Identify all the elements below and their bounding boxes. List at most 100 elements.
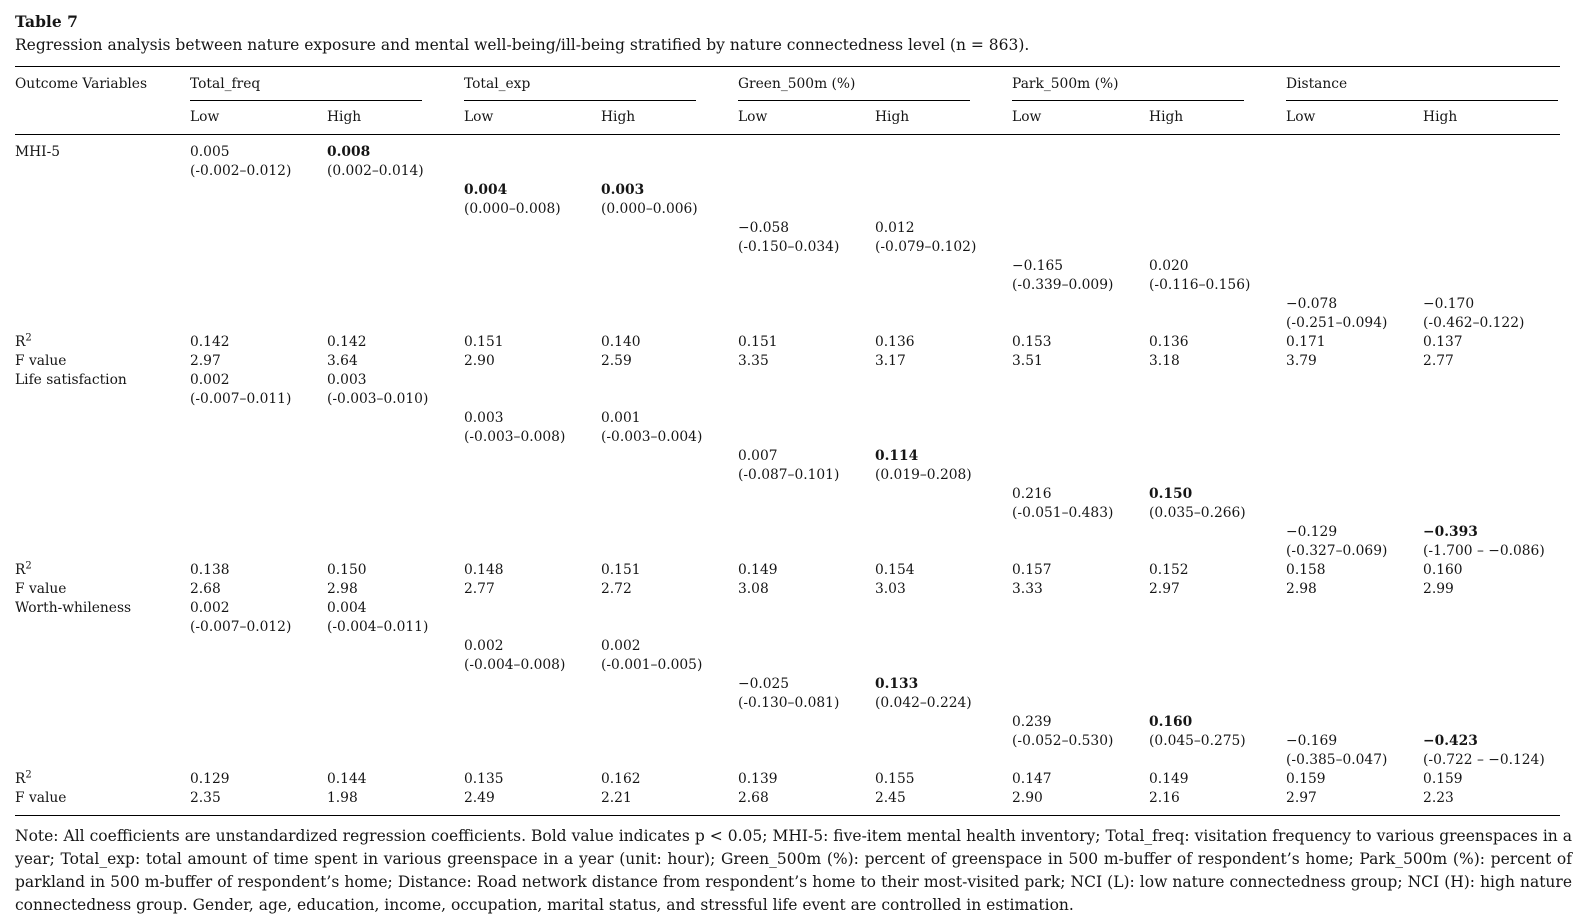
cell: [1012, 542, 1149, 561]
cell: [875, 485, 1012, 504]
row-label: [15, 200, 190, 219]
cell: [875, 390, 1012, 409]
row-label: F value: [15, 353, 67, 369]
row-label: [15, 390, 190, 409]
cell: [464, 238, 601, 257]
cell: (-0.327–0.069): [1286, 543, 1388, 559]
cell: [875, 295, 1012, 314]
cell: [1012, 675, 1149, 694]
cell: [327, 295, 464, 314]
cell: 0.002: [190, 600, 230, 616]
cell: [1012, 162, 1149, 181]
cell: [190, 694, 327, 713]
cell: (-0.007–0.011): [190, 391, 292, 407]
cell: [601, 466, 738, 485]
cell: 0.139: [738, 771, 778, 787]
group-label: Park_500m (%): [1012, 76, 1119, 92]
cell: [1012, 618, 1149, 637]
table-row: F value 2.97 3.64 2.90 2.59 3.35 3.17 3.51 3.18 3…: [15, 352, 1560, 371]
row-label: F value: [15, 581, 67, 597]
cell: [738, 732, 875, 751]
cell: [1286, 599, 1423, 618]
cell: [601, 751, 738, 770]
cell: [601, 618, 738, 637]
cell: [464, 694, 601, 713]
cell: [1012, 447, 1149, 466]
cell: 0.136: [1149, 334, 1189, 350]
cell: [738, 181, 875, 200]
row-label: [15, 656, 190, 675]
cell: [601, 219, 738, 238]
cell: [327, 409, 464, 428]
cell: [1423, 504, 1560, 523]
cell: 0.151: [464, 334, 504, 350]
cell: [601, 732, 738, 751]
cell: [1286, 390, 1423, 409]
cell: [190, 257, 327, 276]
cell: 3.08: [738, 581, 769, 597]
cell: 0.150: [327, 562, 367, 578]
cell: (-0.002–0.012): [190, 163, 292, 179]
cell: [601, 238, 738, 257]
cell: [327, 504, 464, 523]
cell: [464, 504, 601, 523]
cell: [1286, 257, 1423, 276]
cell: 0.114: [875, 448, 919, 464]
cell: [1149, 542, 1286, 561]
cell: 0.129: [190, 771, 230, 787]
cell: (-0.462–0.122): [1423, 315, 1525, 331]
cell: [601, 523, 738, 542]
cell: [1423, 618, 1560, 637]
cell: −0.169: [1286, 733, 1338, 749]
cell: [601, 485, 738, 504]
table-row: (-0.251–0.094) (-0.462–0.122): [15, 314, 1560, 333]
cell: [1286, 371, 1423, 390]
cell: 0.154: [875, 562, 915, 578]
cell: 0.012: [875, 220, 915, 236]
cell: −0.165: [1012, 258, 1064, 274]
cell: [464, 257, 601, 276]
cell: [1149, 466, 1286, 485]
cell: [738, 314, 875, 333]
cell: [1149, 409, 1286, 428]
cell: (-0.004–0.008): [464, 657, 566, 673]
cell: [738, 390, 875, 409]
cell: [1012, 637, 1149, 656]
table-row: 0.002 0.002: [15, 637, 1560, 656]
cell: [875, 135, 1012, 163]
cell: [1149, 295, 1286, 314]
table-row: R2 0.142 0.142 0.151 0.140 0.151 0.136 0.153 0.1…: [15, 333, 1560, 352]
cell: (-0.003–0.010): [327, 391, 429, 407]
cell: −0.170: [1423, 296, 1475, 312]
cell: [601, 371, 738, 390]
row-label: MHI-5: [15, 144, 61, 160]
cell: [1149, 523, 1286, 542]
cell: [1423, 257, 1560, 276]
cell: (-0.130–0.081): [738, 695, 840, 711]
cell: 0.149: [1149, 771, 1189, 787]
cell: 2.49: [464, 789, 601, 816]
cell: 0.002: [601, 638, 641, 654]
cell: [738, 485, 875, 504]
cell: [1286, 200, 1423, 219]
row-label: [15, 485, 190, 504]
cell: [1012, 135, 1149, 163]
cell: −0.078: [1286, 296, 1338, 312]
cell: 0.142: [190, 334, 230, 350]
cell: [1149, 371, 1286, 390]
cell: 0.002: [190, 372, 230, 388]
cell: [1423, 713, 1560, 732]
row-label: [15, 238, 190, 257]
cell: 2.21: [601, 789, 739, 816]
cell: [1149, 390, 1286, 409]
cell: [1423, 656, 1560, 675]
table-row: 0.007 0.114: [15, 447, 1560, 466]
row-label: [15, 257, 190, 276]
cell: (-0.339–0.009): [1012, 277, 1114, 293]
cell: [1286, 162, 1423, 181]
group-label: Total_freq: [190, 76, 261, 92]
cell: (-0.051–0.483): [1012, 505, 1114, 521]
table-row: (-0.052–0.530) (0.045–0.275) −0.169 −0.423: [15, 732, 1560, 751]
sub-header-low: Low: [738, 101, 876, 135]
group-header-distance: Distance: [1286, 67, 1560, 101]
